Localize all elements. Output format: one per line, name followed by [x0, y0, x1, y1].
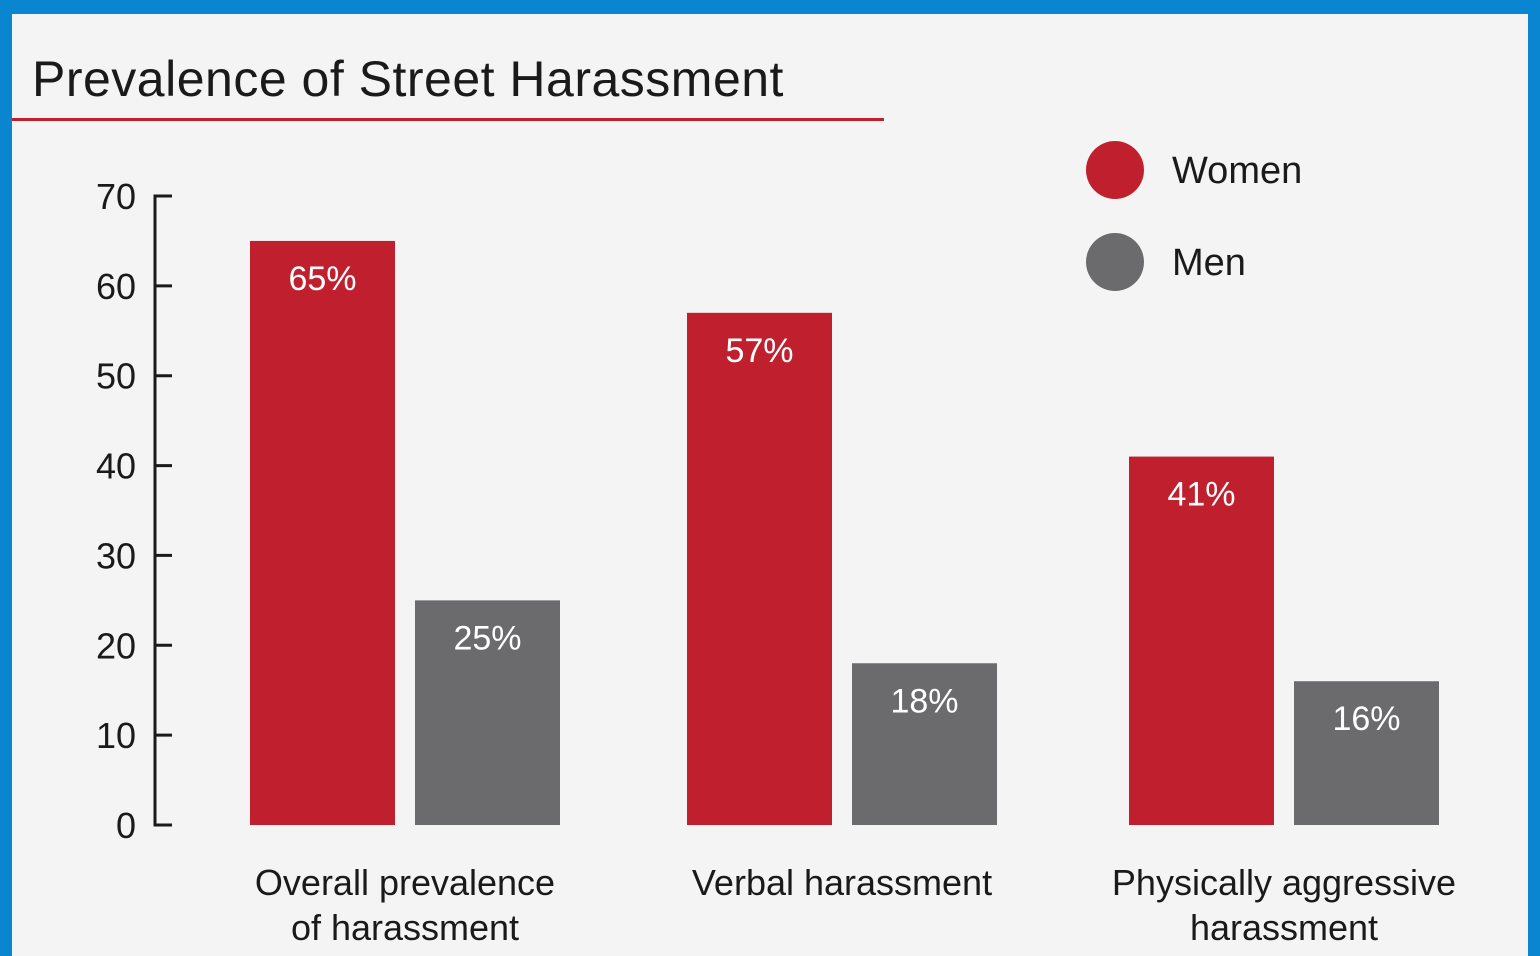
- bar-value-label: 65%: [288, 260, 356, 298]
- x-category-label: Physically aggressive: [1112, 862, 1456, 903]
- bar-value-label: 16%: [1332, 700, 1400, 738]
- bar-men-2: [1294, 681, 1439, 825]
- legend-label-men: Men: [1172, 242, 1246, 284]
- x-category-label: Verbal harassment: [692, 862, 992, 903]
- chart-title: Prevalence of Street Harassment: [32, 51, 784, 107]
- y-tick-label: 0: [116, 805, 136, 846]
- legend-swatch-women: [1086, 141, 1144, 199]
- bar-men-1: [852, 663, 997, 825]
- bar-women-2: [1129, 456, 1274, 825]
- bar-women-0: [250, 240, 395, 825]
- y-tick-label: 10: [96, 715, 136, 756]
- y-tick-label: 30: [96, 535, 136, 576]
- bar-men-0: [415, 600, 560, 825]
- chart-panel: Prevalence of Street Harassment 0 10 20 30 4…: [12, 14, 1528, 956]
- y-tick-label: 70: [96, 176, 136, 217]
- bar-value-label: 18%: [890, 682, 958, 720]
- legend-label-women: Women: [1172, 150, 1302, 192]
- title-underline: [12, 118, 884, 121]
- x-category-label: Overall prevalence: [255, 862, 555, 903]
- y-tick-label: 60: [96, 266, 136, 307]
- bar-chart: 0 10 20 30 40 50 60 70 65% 57% 41% 25% 18% 16% Overall…: [96, 141, 1456, 948]
- bar-value-label: 57%: [725, 332, 793, 370]
- bar-value-label: 41%: [1167, 476, 1235, 514]
- bar-value-label: 25%: [453, 619, 521, 657]
- y-tick-label: 40: [96, 446, 136, 487]
- x-category-label: harassment: [1190, 907, 1378, 948]
- x-category-label: of harassment: [291, 907, 519, 948]
- y-tick-label: 20: [96, 625, 136, 666]
- bar-women-1: [687, 312, 832, 825]
- legend-swatch-men: [1086, 233, 1144, 291]
- y-tick-label: 50: [96, 356, 136, 397]
